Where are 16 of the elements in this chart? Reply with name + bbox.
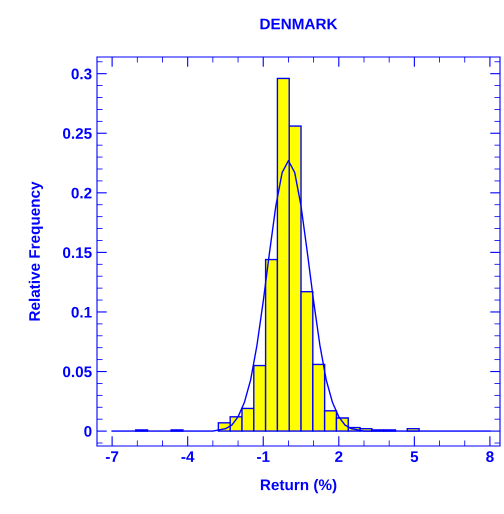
- x-tick-label: 8: [486, 451, 494, 462]
- y-tick-label: 0.25: [63, 128, 92, 139]
- y-tick-label: 0.1: [72, 306, 92, 318]
- x-tick-label: -4: [181, 451, 194, 462]
- x-tick-label: 5: [410, 451, 418, 462]
- y-axis-title: Relative Frequency: [28, 182, 43, 321]
- x-axis-title: Return (%): [260, 478, 336, 494]
- x-tick-label: 2: [335, 451, 342, 462]
- y-tick-label: 0: [84, 426, 92, 437]
- x-tick-label: -7: [106, 451, 118, 462]
- y-tick-label: 0.2: [72, 188, 92, 199]
- x-tick-label: -1: [257, 451, 270, 462]
- y-tick-label: 0.3: [72, 68, 92, 80]
- chart-title: DENMARK: [260, 18, 338, 30]
- y-tick-label: 0.05: [63, 366, 92, 378]
- y-tick-label: 0.15: [63, 247, 92, 258]
